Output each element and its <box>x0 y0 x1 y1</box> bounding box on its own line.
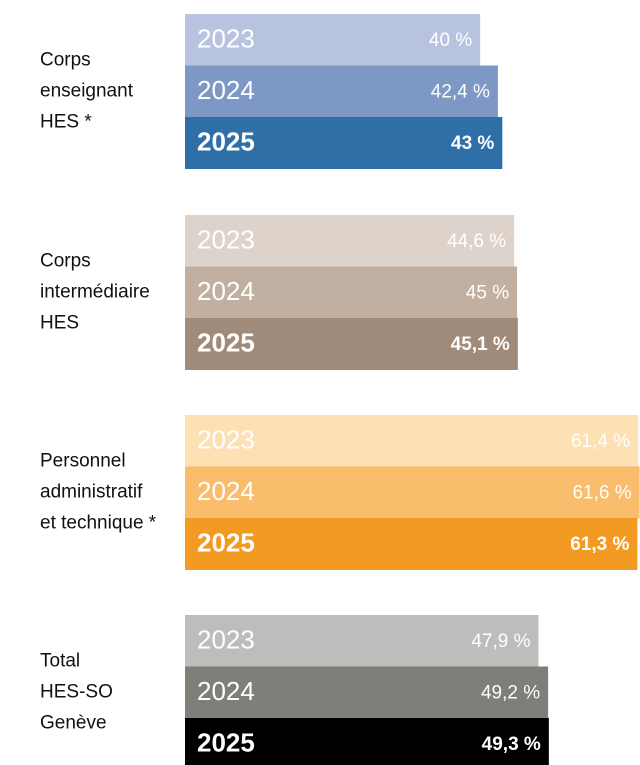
year-label: 2023 <box>197 425 255 455</box>
group-label: HES <box>40 312 79 333</box>
value-label: 42,4 % <box>431 81 490 102</box>
bar <box>185 14 481 66</box>
group-label: enseignant <box>40 80 134 101</box>
year-label: 2025 <box>197 328 255 358</box>
bar <box>185 215 515 267</box>
year-label: 2025 <box>197 528 255 558</box>
year-label: 2024 <box>197 476 255 506</box>
bar <box>185 318 518 370</box>
bar <box>185 415 639 467</box>
year-label: 2025 <box>197 127 255 157</box>
year-label: 2025 <box>197 728 255 758</box>
value-label: 45 % <box>466 282 509 303</box>
value-label: 44,6 % <box>447 231 506 252</box>
bar <box>185 266 518 319</box>
value-label: 49,2 % <box>481 682 540 703</box>
value-label: 47,9 % <box>471 631 530 652</box>
group-label: Corps <box>40 49 91 70</box>
year-label: 2024 <box>197 75 255 105</box>
bar <box>185 718 549 765</box>
bar <box>185 117 503 169</box>
year-label: 2024 <box>197 676 255 706</box>
bar <box>185 466 640 519</box>
group-label: intermédiaire <box>40 281 150 302</box>
value-label: 40 % <box>429 30 472 51</box>
year-label: 2023 <box>197 225 255 255</box>
value-label: 45,1 % <box>451 334 510 355</box>
value-label: 61,4 % <box>571 431 630 452</box>
value-label: 43 % <box>451 133 494 154</box>
value-label: 49,3 % <box>482 734 541 755</box>
bar <box>185 65 498 118</box>
group-label: et technique * <box>40 512 157 533</box>
group-label: Personnel <box>40 450 126 471</box>
value-label: 61,3 % <box>570 534 629 555</box>
bar <box>185 615 539 667</box>
group-label: HES * <box>40 111 92 132</box>
group-label: Genève <box>40 712 107 733</box>
group-label: HES-SO <box>40 681 113 702</box>
year-label: 2023 <box>197 24 255 54</box>
bar <box>185 518 638 570</box>
group-label: administratif <box>40 481 143 502</box>
group-label: Corps <box>40 250 91 271</box>
value-label: 61,6 % <box>572 482 631 503</box>
year-label: 2023 <box>197 625 255 655</box>
bar <box>185 666 549 719</box>
group-label: Total <box>40 650 80 671</box>
year-label: 2024 <box>197 276 255 306</box>
